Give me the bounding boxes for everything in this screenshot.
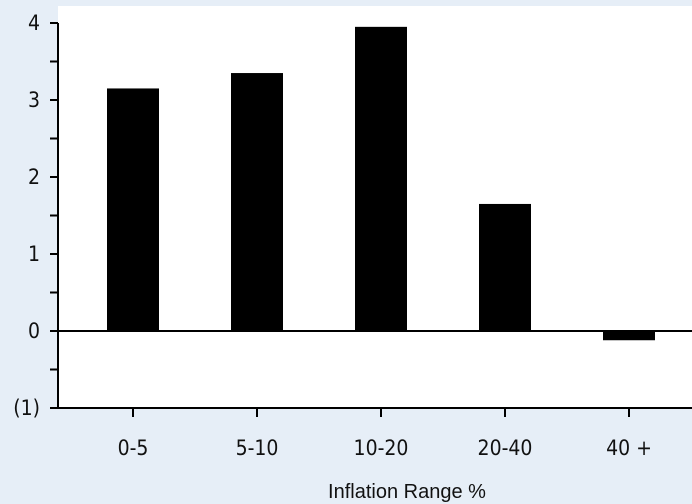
- y-axis: 4 3 2 1 0 (1): [13, 11, 692, 420]
- bar-10-20: [355, 26, 407, 331]
- bars-group: [107, 26, 655, 341]
- y-tick-label: 3: [28, 88, 40, 112]
- bar-40: [603, 331, 655, 341]
- y-tick-label: 1: [28, 242, 40, 266]
- x-tick-label: 20-40: [478, 436, 533, 460]
- y-tick-label: 0: [28, 319, 40, 343]
- y-tick-label: 4: [28, 11, 40, 35]
- bar-20-40: [479, 203, 531, 331]
- x-axis-title: Inflation Range %: [328, 481, 486, 503]
- x-tick-label: 10-20: [354, 436, 409, 460]
- x-tick-label: 40 +: [606, 436, 652, 460]
- x-axis: 0-5 5-10 10-20 20-40 40 +: [58, 407, 692, 460]
- x-tick-label: 5-10: [236, 436, 279, 460]
- bar-5-10: [231, 73, 283, 332]
- x-tick-label: 0-5: [118, 436, 149, 460]
- y-tick-label: (1): [13, 396, 40, 420]
- bar-0-5: [107, 88, 159, 331]
- y-tick-label: 2: [28, 165, 40, 189]
